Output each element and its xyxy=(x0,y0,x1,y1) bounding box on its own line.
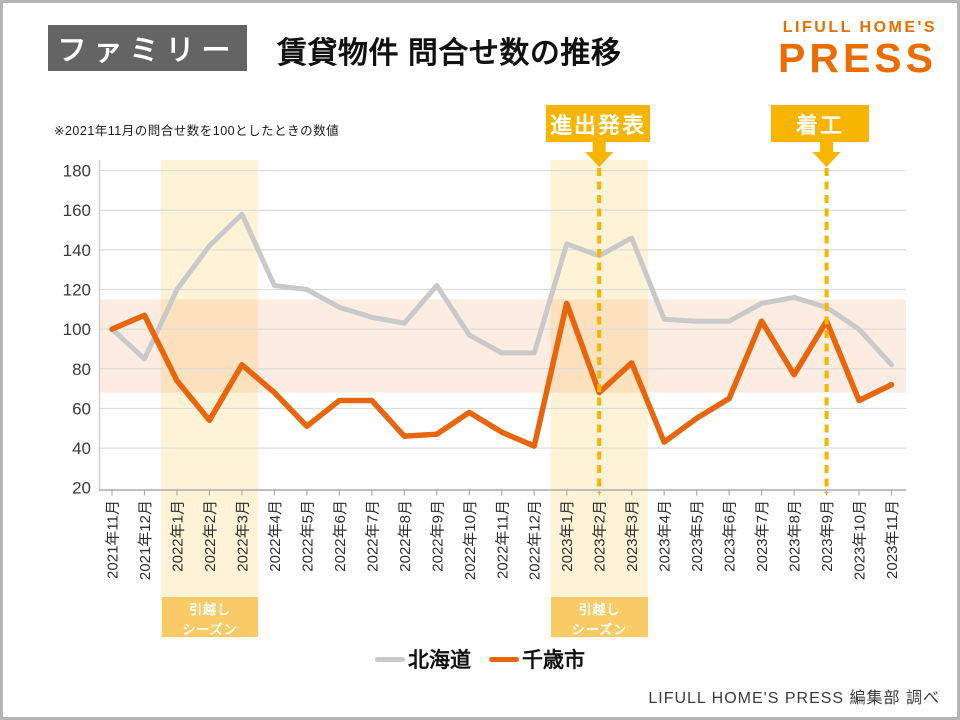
x-axis-label: 2022年9月 xyxy=(429,500,446,572)
y-axis-label: 160 xyxy=(63,201,91,220)
x-axis-label: 2022年3月 xyxy=(234,500,251,572)
season-badge-line1: 引越し xyxy=(188,602,231,617)
y-axis-label: 120 xyxy=(63,281,91,300)
x-axis-label: 2023年10月 xyxy=(852,500,869,580)
credit-line: LIFULL HOME'S PRESS 編集部 調べ xyxy=(648,690,940,707)
x-axis-label: 2022年10月 xyxy=(462,500,479,580)
logo-line1: LIFULL HOME'S xyxy=(782,19,937,36)
y-axis-label: 60 xyxy=(72,399,91,418)
x-axis-label: 2023年8月 xyxy=(787,500,804,572)
event-badge-construction: 着工 xyxy=(771,105,869,142)
lifull-homes-press-logo: LIFULL HOME'S PRESS xyxy=(778,20,937,79)
series-line-千歳市 xyxy=(109,300,895,449)
x-axis-label: 2022年7月 xyxy=(364,500,381,572)
chart-legend: 北海道 千歳市 xyxy=(3,644,957,674)
x-axis-label: 2023年4月 xyxy=(657,500,674,572)
x-axis-label: 2022年4月 xyxy=(267,500,284,572)
legend-label-chitose: 千歳市 xyxy=(522,649,585,672)
x-axis-label: 2022年1月 xyxy=(169,500,186,572)
legend-swatch-chitose xyxy=(489,656,519,662)
season-badge-line2: シーズン xyxy=(571,622,628,638)
y-axis-label: 180 xyxy=(63,162,91,181)
trend-line-chart: 2021年11月 2021年12月 2022年1月 2022年2月 2022年3月 202… xyxy=(63,141,906,637)
season-badge-line2: シーズン xyxy=(182,622,238,638)
x-axis-label: 2022年5月 xyxy=(299,500,316,572)
event-arrow-icon xyxy=(585,141,614,167)
y-axis-label: 20 xyxy=(72,479,91,498)
x-axis-label: 2023年11月 xyxy=(884,500,901,579)
x-axis-label: 2022年12月 xyxy=(527,500,544,580)
series-line-北海道 xyxy=(109,211,895,368)
x-axis-label: 2021年12月 xyxy=(137,500,154,580)
x-axis-label: 2022年6月 xyxy=(332,500,349,572)
season-badge-2022: 引越し シーズン xyxy=(162,597,258,637)
x-axis-label: 2023年3月 xyxy=(624,500,641,572)
legend-item-chitose: 千歳市 xyxy=(489,644,585,674)
x-axis-label: 2023年5月 xyxy=(689,500,706,572)
y-axis-label: 140 xyxy=(63,241,91,260)
x-axis-label: 2023年9月 xyxy=(819,500,836,572)
x-axis-label: 2023年6月 xyxy=(722,500,739,572)
x-axis-label: 2023年2月 xyxy=(592,500,609,572)
x-axis-label: 2022年8月 xyxy=(397,500,414,572)
y-highlight-band xyxy=(99,299,906,393)
category-badge: ファミリー xyxy=(48,25,247,71)
x-axis-label: 2023年1月 xyxy=(559,500,576,572)
event-arrow-icon xyxy=(812,141,841,167)
x-axis-label: 2021年11月 xyxy=(105,500,122,579)
x-axis-label: 2023年7月 xyxy=(754,500,771,572)
season-badge-line1: 引越し xyxy=(578,602,621,617)
event-badge-announcement: 進出発表 xyxy=(546,105,650,142)
legend-label-hokkaido: 北海道 xyxy=(408,649,471,672)
x-highlight-band xyxy=(160,160,259,637)
season-badge-2023: 引越し シーズン xyxy=(551,597,648,637)
logo-line2: PRESS xyxy=(778,35,937,81)
x-axis-label: 2022年11月 xyxy=(494,500,511,579)
legend-swatch-hokkaido xyxy=(375,656,405,662)
chart-note: ※2021年11月の問合せ数を100としたときの数値 xyxy=(54,124,340,138)
x-axis-label: 2022年2月 xyxy=(202,500,219,572)
y-axis-label: 80 xyxy=(72,360,91,379)
y-axis-label: 40 xyxy=(72,439,91,458)
page-title: 賃貸物件 問合せ数の推移 xyxy=(277,37,622,70)
y-axis-label: 100 xyxy=(63,320,91,339)
legend-item-hokkaido: 北海道 xyxy=(375,644,471,674)
